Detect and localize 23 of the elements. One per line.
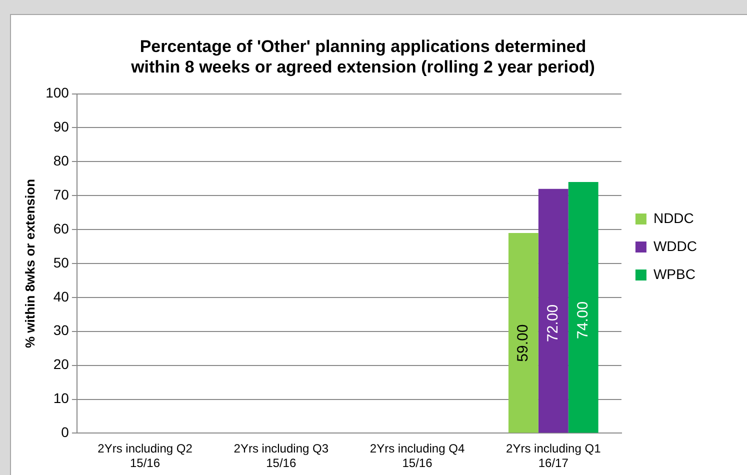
y-tick-label: 80 bbox=[53, 152, 70, 169]
x-tick-label: 2Yrs including Q1 16/17 bbox=[506, 442, 602, 470]
y-tick-label: 60 bbox=[53, 220, 70, 236]
y-tick-label: 50 bbox=[53, 254, 70, 270]
y-tick-label: 70 bbox=[53, 186, 70, 202]
y-tick-label: 30 bbox=[53, 322, 70, 338]
y-tick-label: 90 bbox=[53, 118, 70, 135]
chart-title: Percentage of 'Other' planning applications determined within 8 weeks or agreed extension (rolling 2 year period) bbox=[130, 36, 595, 76]
data-label: 59.00 bbox=[514, 324, 532, 362]
y-tick-label: 10 bbox=[53, 390, 70, 406]
x-tick-label: 2Yrs including Q2 15/16 bbox=[98, 442, 193, 470]
data-label: 74.00 bbox=[574, 301, 592, 339]
y-axis-title: % within 8wks or extension bbox=[22, 178, 38, 348]
legend-label: NDDC bbox=[653, 210, 694, 226]
x-tick-label: 2Yrs including Q4 15/16 bbox=[370, 442, 465, 470]
legend-label: WPBC bbox=[653, 266, 696, 282]
data-label: 72.00 bbox=[544, 304, 562, 342]
y-tick-label: 40 bbox=[53, 288, 70, 304]
legend-label: WDDC bbox=[653, 238, 697, 254]
y-tick-label: 0 bbox=[61, 424, 70, 440]
y-tick-label: 20 bbox=[53, 356, 70, 372]
y-tick-label: 100 bbox=[46, 84, 70, 101]
x-tick-label: 2Yrs including Q3 15/16 bbox=[234, 442, 329, 470]
